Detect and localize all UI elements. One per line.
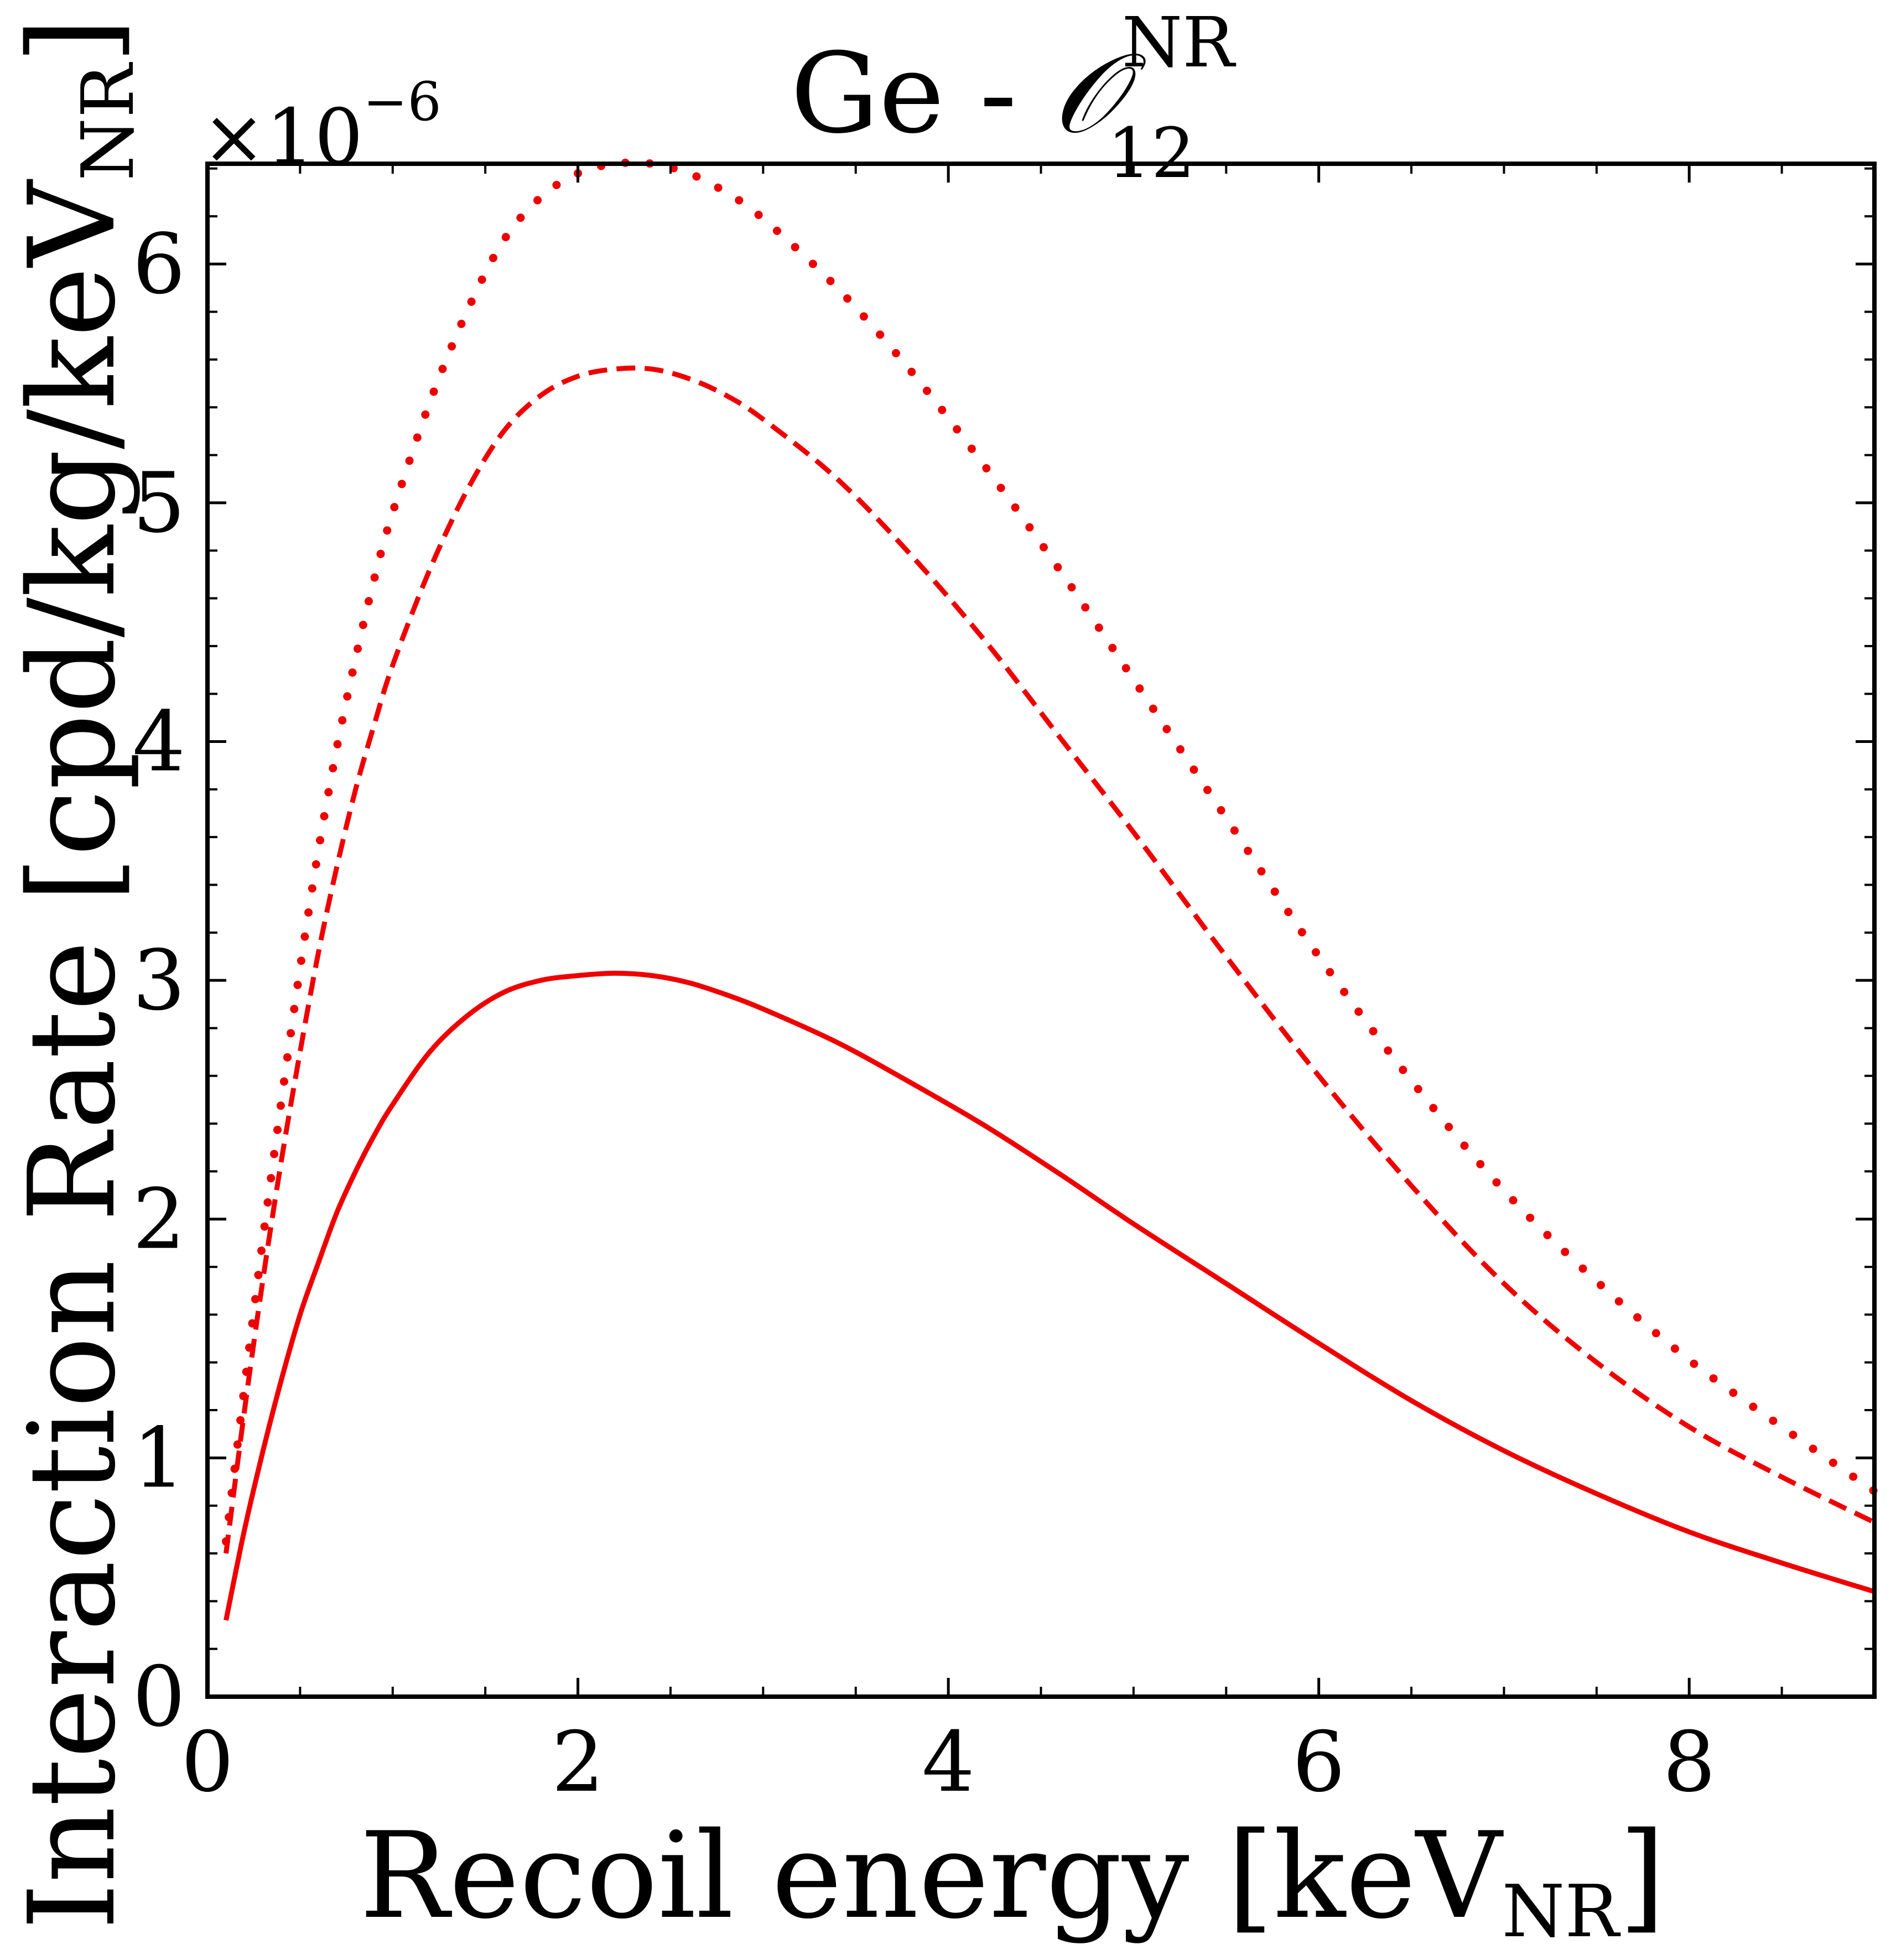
x-tick-label: 8 bbox=[1663, 1714, 1716, 1811]
x-tick-label: 4 bbox=[922, 1714, 974, 1811]
x-axis-label-close: ] bbox=[1619, 1806, 1665, 1945]
y-tick-label: 1 bbox=[133, 1410, 185, 1506]
x-tick-label: 2 bbox=[552, 1714, 604, 1811]
y-axis-label-main: Interaction Rate [cpd/kg/keV bbox=[3, 179, 142, 1930]
series-line-dotted bbox=[222, 158, 1879, 1546]
y-tick-label: 0 bbox=[133, 1649, 185, 1745]
chart-title-prefix: Ge - bbox=[791, 29, 1052, 158]
x-axis-label-subscript: NR bbox=[1502, 1869, 1621, 1953]
y-axis-multiplier: ×10−6 bbox=[202, 71, 441, 181]
y-tick-label: 3 bbox=[133, 933, 185, 1029]
series-layer bbox=[222, 158, 1879, 1621]
x-tick-label: 0 bbox=[181, 1714, 233, 1811]
x-axis-label-main: Recoil energy [keV bbox=[360, 1806, 1504, 1945]
x-tick-label: 6 bbox=[1292, 1714, 1345, 1811]
y-tick-label: 6 bbox=[133, 216, 185, 313]
y-tick-label: 5 bbox=[133, 455, 185, 552]
plot-frame bbox=[205, 162, 1877, 1699]
series-line-dashed bbox=[224, 365, 1876, 1554]
y-axis-multiplier-exponent: −6 bbox=[363, 71, 441, 133]
y-axis-label: Interaction Rate [cpd/kg/keVNR] bbox=[3, 17, 150, 1930]
y-axis-label-close: ] bbox=[3, 17, 142, 64]
chart-title-subscript: 12 bbox=[1107, 113, 1195, 194]
y-axis-multiplier-base: ×10 bbox=[202, 92, 363, 181]
y-tick-label: 4 bbox=[133, 694, 185, 791]
series-line-solid bbox=[224, 970, 1876, 1621]
chart-title: Ge - 𝒪NR 12 bbox=[791, 3, 1237, 194]
x-axis-label: Recoil energy [keVNR] bbox=[360, 1806, 1665, 1953]
chart-title-superscript: NR bbox=[1122, 3, 1237, 83]
y-axis-label-subscript: NR bbox=[66, 62, 150, 181]
y-tick-label: 2 bbox=[133, 1172, 185, 1268]
tick-label-layer: 0 2 4 6 8 0 1 2 3 4 5 6 bbox=[133, 216, 1716, 1811]
